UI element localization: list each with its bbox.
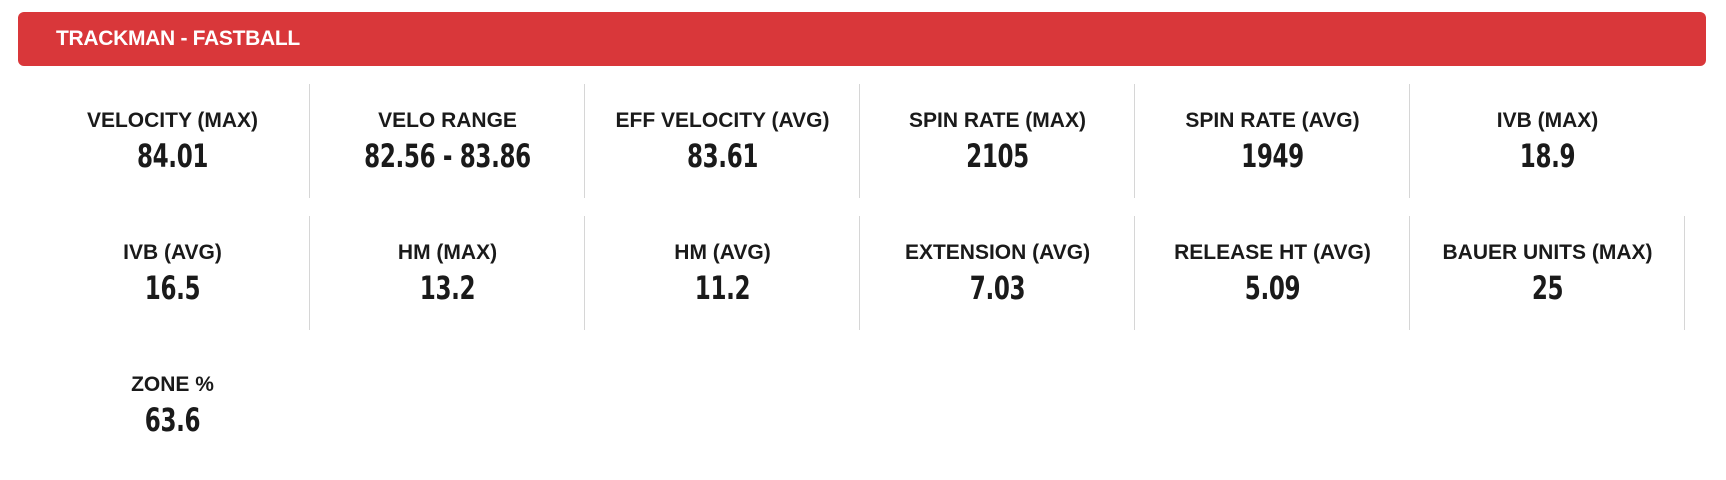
stat-label: EXTENSION (AVG) bbox=[904, 241, 1091, 264]
stat-label: RELEASE HT (AVG) bbox=[1174, 241, 1371, 264]
stat-value: 18.9 bbox=[1519, 137, 1576, 175]
stat-value: 83.61 bbox=[686, 137, 759, 175]
stat-value: 84.01 bbox=[136, 137, 209, 175]
stat-value: 82.56 - 83.86 bbox=[364, 137, 531, 175]
stat-value: 25 bbox=[1531, 269, 1564, 307]
stat-bauer-units-max: BAUER UNITS (MAX) 25 bbox=[1410, 216, 1685, 330]
stat-value: 13.2 bbox=[419, 269, 476, 307]
stat-value: 2105 bbox=[966, 137, 1029, 175]
stat-label: ZONE % bbox=[131, 373, 214, 396]
stats-grid: VELOCITY (MAX) 84.01 VELO RANGE 82.56 - … bbox=[35, 84, 1685, 480]
stat-label: BAUER UNITS (MAX) bbox=[1442, 241, 1653, 264]
stats-row-2: IVB (AVG) 16.5 HM (MAX) 13.2 HM (AVG) 11… bbox=[35, 216, 1685, 330]
stat-value: 16.5 bbox=[144, 269, 201, 307]
stat-label: SPIN RATE (MAX) bbox=[909, 109, 1086, 132]
section-header: TRACKMAN - FASTBALL bbox=[18, 12, 1706, 66]
stat-ivb-max: IVB (MAX) 18.9 bbox=[1410, 84, 1685, 198]
stat-label: VELO RANGE bbox=[378, 109, 517, 132]
stat-label: SPIN RATE (AVG) bbox=[1185, 109, 1360, 132]
stat-label: VELOCITY (MAX) bbox=[86, 109, 259, 132]
stat-label: IVB (MAX) bbox=[1496, 109, 1599, 132]
stat-hm-max: HM (MAX) 13.2 bbox=[310, 216, 585, 330]
stat-release-ht-avg: RELEASE HT (AVG) 5.09 bbox=[1135, 216, 1410, 330]
stat-label: IVB (AVG) bbox=[123, 241, 222, 264]
stat-eff-velocity-avg: EFF VELOCITY (AVG) 83.61 bbox=[585, 84, 860, 198]
stat-value: 5.09 bbox=[1244, 269, 1301, 307]
stat-value: 7.03 bbox=[969, 269, 1026, 307]
stat-ivb-avg: IVB (AVG) 16.5 bbox=[35, 216, 310, 330]
section-title: TRACKMAN - FASTBALL bbox=[56, 27, 300, 50]
stats-row-3: ZONE % 63.6 bbox=[35, 348, 1685, 462]
stat-velo-range: VELO RANGE 82.56 - 83.86 bbox=[310, 84, 585, 198]
stat-value: 11.2 bbox=[694, 269, 751, 307]
stat-value: 63.6 bbox=[144, 401, 201, 439]
stats-row-1: VELOCITY (MAX) 84.01 VELO RANGE 82.56 - … bbox=[35, 84, 1685, 198]
stat-label: EFF VELOCITY (AVG) bbox=[615, 109, 830, 132]
stat-velocity-max: VELOCITY (MAX) 84.01 bbox=[35, 84, 310, 198]
stat-zone-percent: ZONE % 63.6 bbox=[35, 348, 310, 462]
stat-extension-avg: EXTENSION (AVG) 7.03 bbox=[860, 216, 1135, 330]
stat-value: 1949 bbox=[1241, 137, 1304, 175]
stat-label: HM (MAX) bbox=[397, 241, 498, 264]
stat-spin-rate-avg: SPIN RATE (AVG) 1949 bbox=[1135, 84, 1410, 198]
stat-hm-avg: HM (AVG) 11.2 bbox=[585, 216, 860, 330]
stat-label: HM (AVG) bbox=[674, 241, 771, 264]
stat-spin-rate-max: SPIN RATE (MAX) 2105 bbox=[860, 84, 1135, 198]
